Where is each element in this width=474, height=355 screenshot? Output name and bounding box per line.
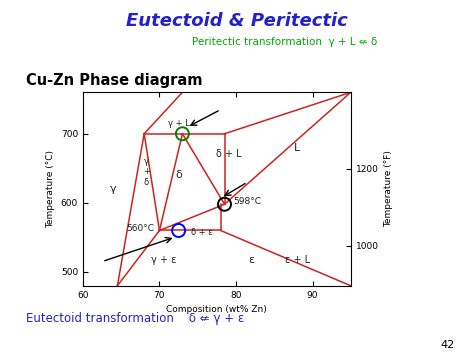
Text: δ + ε: δ + ε [191,228,212,237]
Text: Peritectic transformation  γ + L ⇍ δ: Peritectic transformation γ + L ⇍ δ [192,37,377,47]
Text: 598°C: 598°C [234,197,262,206]
Text: 560°C: 560°C [127,224,155,233]
Text: γ + L: γ + L [168,119,190,128]
Text: Cu-Zn Phase diagram: Cu-Zn Phase diagram [26,73,202,88]
Text: γ
+
δ: γ + δ [143,157,150,187]
X-axis label: Composition (wt% Zn): Composition (wt% Zn) [166,305,267,314]
Text: 42: 42 [441,340,455,350]
Text: γ + ε: γ + ε [151,255,176,264]
Text: L: L [294,143,301,153]
Y-axis label: Temperature (°C): Temperature (°C) [46,150,55,228]
Text: Eutectoid transformation    δ ⇍ γ + ε: Eutectoid transformation δ ⇍ γ + ε [26,312,244,325]
Text: ε: ε [248,255,255,264]
Text: γ: γ [110,184,117,194]
Text: δ: δ [175,170,182,180]
Text: δ + L: δ + L [216,149,241,159]
Y-axis label: Temperature (°F): Temperature (°F) [384,151,393,228]
Text: Eutectoid & Peritectic: Eutectoid & Peritectic [126,12,348,31]
Text: ε + L: ε + L [284,255,310,264]
